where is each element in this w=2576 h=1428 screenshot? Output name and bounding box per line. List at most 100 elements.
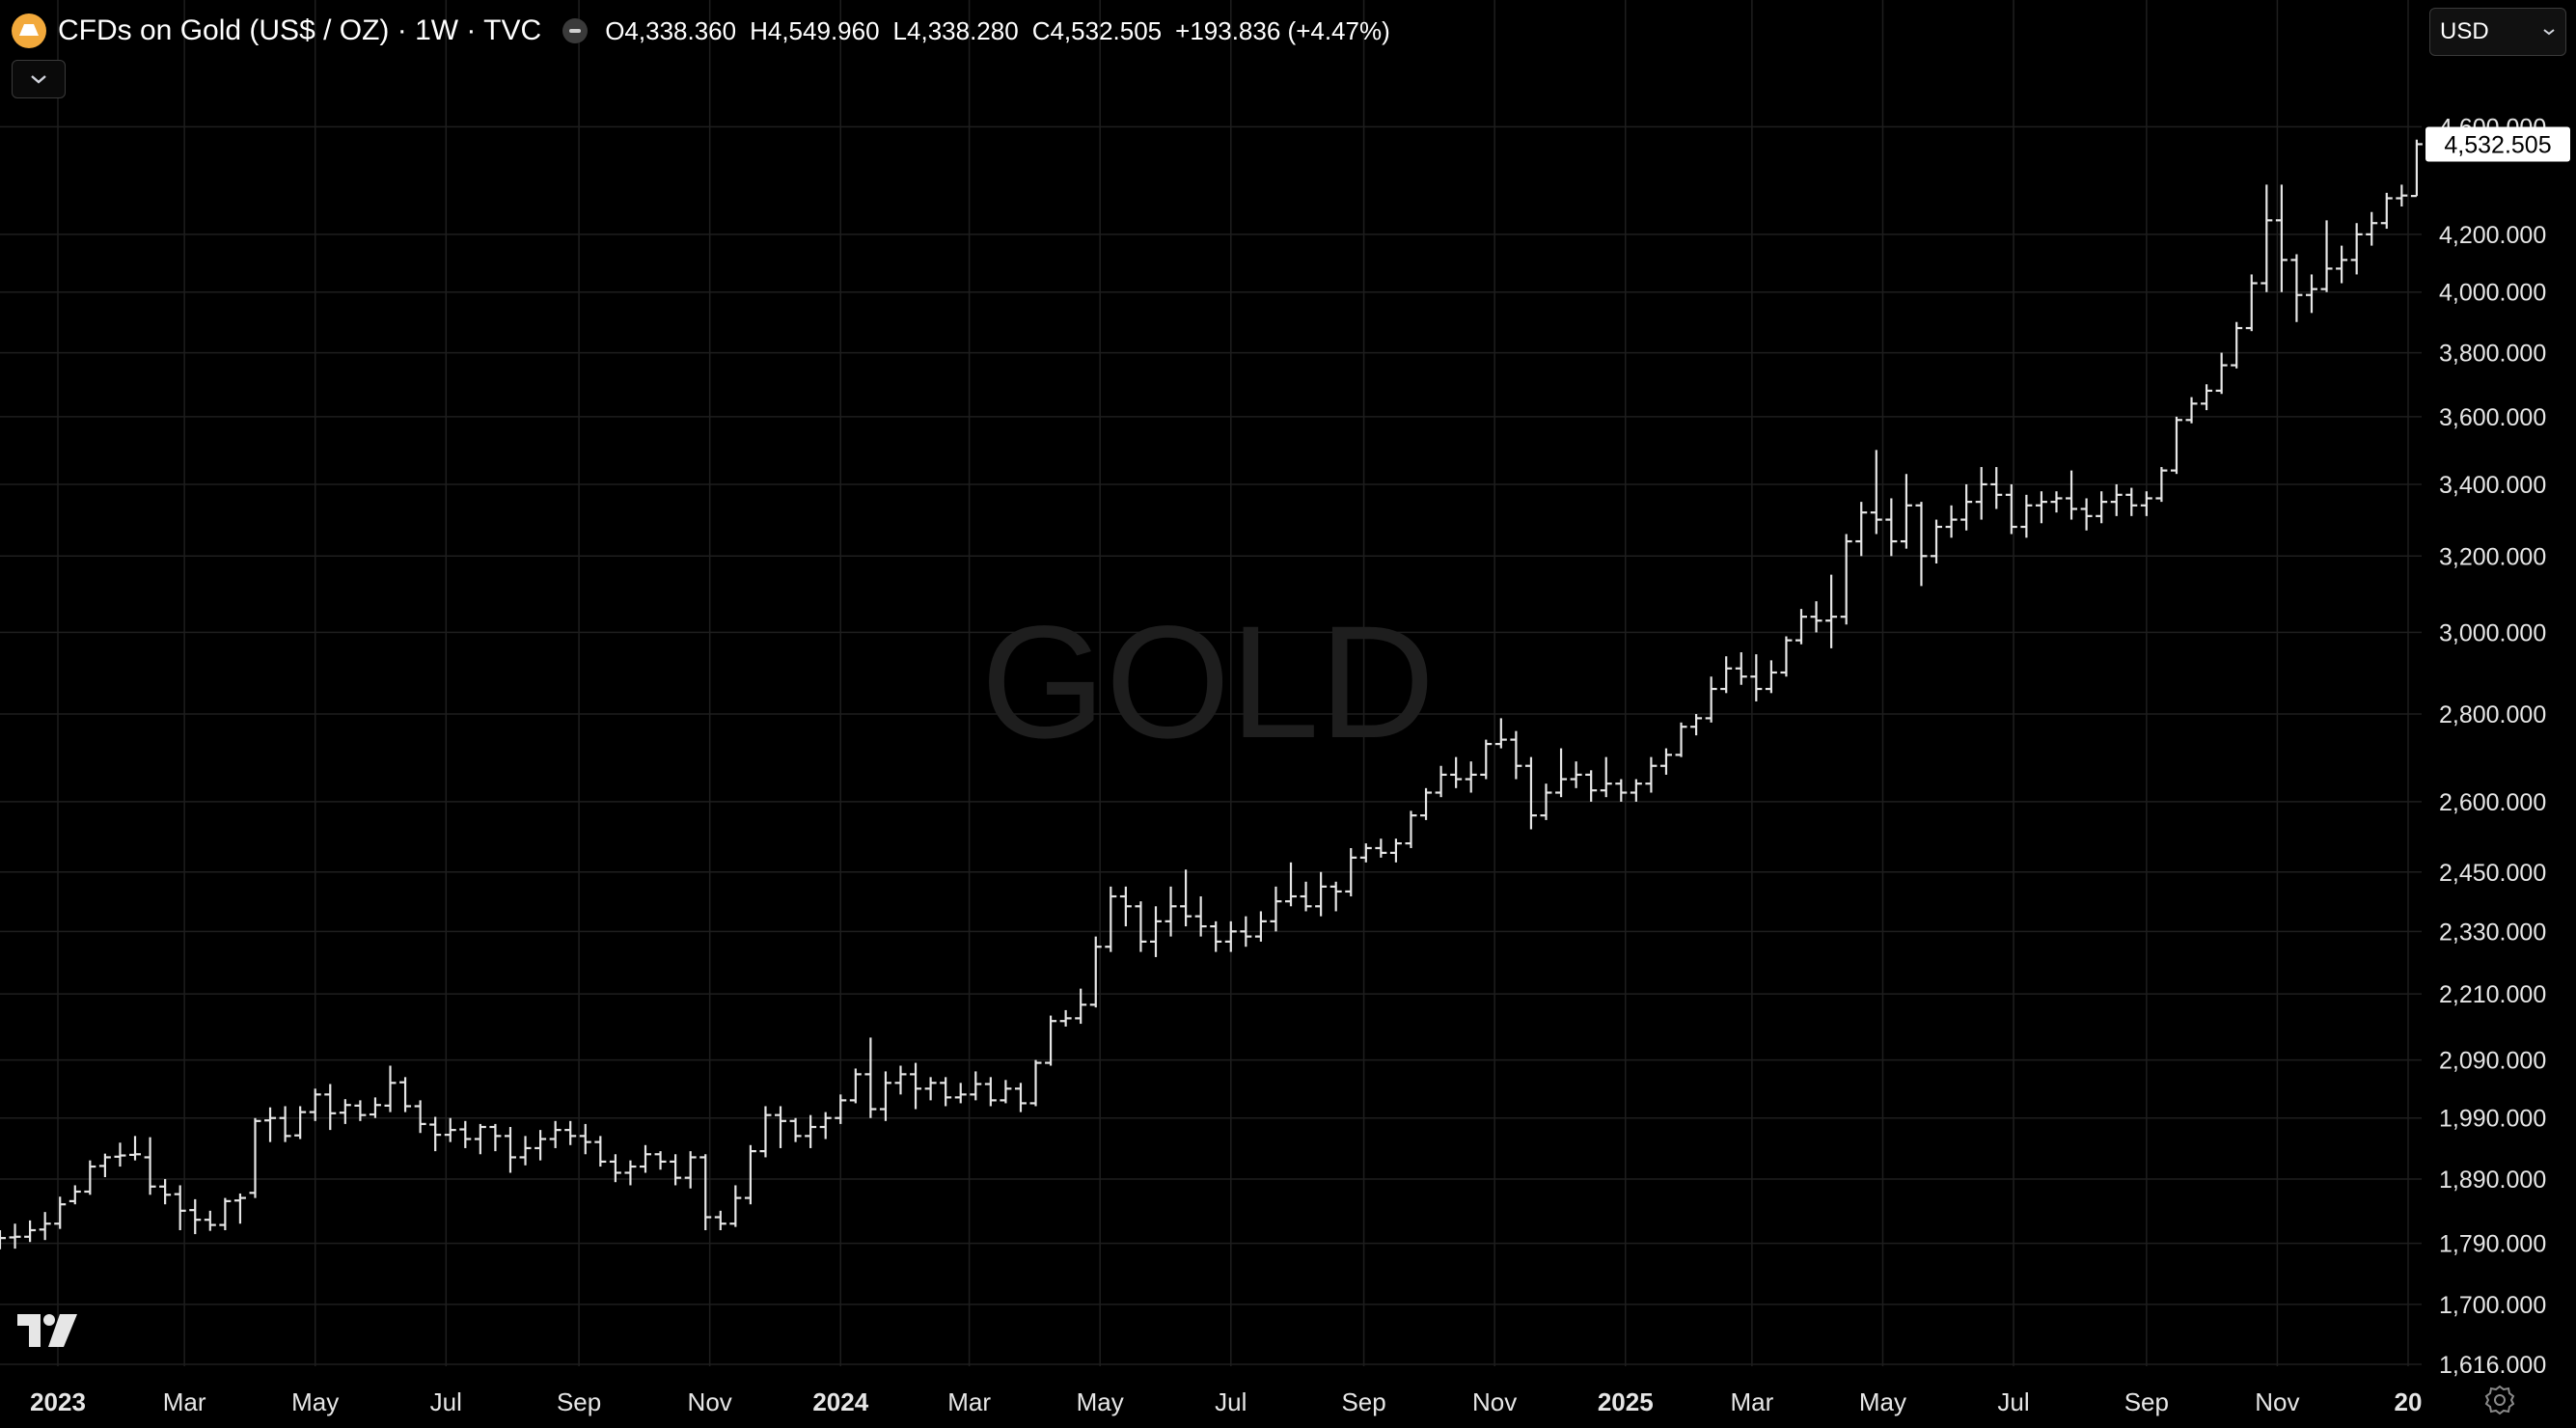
ohlc-bar — [444, 1117, 456, 1142]
ohlc-bar — [399, 1077, 412, 1112]
ohlc-bar — [2305, 274, 2317, 314]
ohlc-bar — [2231, 321, 2243, 369]
ohlc-bar — [1059, 1009, 1072, 1027]
market-status-icon[interactable] — [562, 18, 589, 43]
time-tick-label: Mar — [163, 1387, 206, 1416]
time-tick-label: May — [1077, 1387, 1124, 1416]
ohlc-bar — [339, 1099, 351, 1124]
ohlc-bar — [2215, 352, 2228, 395]
ohlc-bar — [429, 1116, 442, 1152]
ohlc-bar — [1780, 636, 1793, 677]
ohlc-bar — [2096, 491, 2108, 524]
price-tick-label: 2,330.000 — [2439, 919, 2546, 946]
ohlc-bar — [819, 1112, 832, 1140]
price-tick-label: 1,700.000 — [2439, 1292, 2546, 1319]
settings-icon[interactable] — [2483, 1384, 2516, 1416]
ohlc-bar — [849, 1068, 862, 1104]
ohlc-bars — [0, 139, 2423, 1250]
ohlc-bar — [2170, 416, 2182, 475]
ohlc-bar — [984, 1077, 997, 1107]
ohlc-bar — [2275, 184, 2288, 292]
ohlc-bar — [1990, 467, 2003, 509]
ohlc-bar — [249, 1117, 261, 1198]
ohlc-bar — [1855, 502, 1868, 557]
ohlc-bar — [0, 1229, 6, 1250]
ohlc-bar — [1494, 718, 1507, 749]
time-tick-label: Sep — [1341, 1387, 1385, 1416]
ohlc-bar — [1705, 676, 1717, 723]
ohlc-bar — [789, 1117, 802, 1142]
price-axis[interactable]: 1,616.000 1,700.000 1,790.000 1,890.000 1,99… — [2439, 114, 2546, 1379]
ohlc-bar — [1870, 450, 1882, 535]
ohlc-bar — [1750, 654, 1763, 701]
symbol-legend[interactable]: CFDs on Gold (US$ / OZ) · 1W · TVC O4,33… — [12, 10, 1390, 52]
ohlc-bar — [2336, 245, 2348, 284]
ohlc-bar — [459, 1120, 472, 1148]
ohlc-bar — [1810, 601, 1822, 633]
ohlc-bar — [775, 1106, 787, 1148]
ohlc-bar — [2066, 470, 2078, 520]
ohlc-bar — [1435, 765, 1447, 798]
time-tick-label: Mar — [1730, 1387, 1773, 1416]
ohlc-bar — [2380, 192, 2393, 230]
ohlc-bar — [354, 1100, 367, 1121]
ohlc-change: +193.836 (+4.47%) — [1175, 15, 1390, 45]
ohlc-bar — [2005, 483, 2017, 535]
time-axis[interactable]: 2023 Mar May Jul Sep Nov 2024 Mar May Jul Sep Nov 20… — [30, 1387, 2422, 1416]
ohlc-bar — [159, 1178, 172, 1205]
time-tick-label: 2025 — [1598, 1387, 1654, 1416]
ohlc-bar — [924, 1077, 937, 1101]
ohlc-bar — [1931, 519, 1943, 563]
ohlc-bar — [1240, 916, 1252, 947]
ohlc-bar — [219, 1197, 232, 1230]
ohlc-bar — [54, 1196, 67, 1229]
ohlc-bar — [1420, 787, 1433, 820]
ohlc-bar — [129, 1136, 142, 1161]
ohlc-bar — [2366, 211, 2378, 246]
tradingview-logo-icon[interactable] — [17, 1314, 79, 1347]
ohlc-bar — [2110, 483, 2123, 516]
time-tick-label: Sep — [557, 1387, 601, 1416]
ohlc-bar — [729, 1185, 742, 1227]
ohlc-bar — [579, 1123, 591, 1155]
price-tick-label: 3,600.000 — [2439, 404, 2546, 431]
price-tick-label: 2,210.000 — [2439, 981, 2546, 1008]
price-tick-label: 2,600.000 — [2439, 789, 2546, 816]
ohlc-bar — [519, 1136, 532, 1166]
chevron-down-icon — [2543, 29, 2555, 36]
time-tick-label: Nov — [2255, 1387, 2299, 1416]
ohlc-bar — [699, 1154, 712, 1230]
ohlc-bar — [1375, 838, 1387, 858]
symbol-title[interactable]: CFDs on Gold (US$ / OZ) · 1W · TVC — [58, 14, 542, 46]
ohlc-bar — [2050, 491, 2063, 513]
ohlc-bar — [324, 1084, 337, 1131]
currency-select[interactable]: USD — [2429, 8, 2566, 56]
ohlc-bar — [1180, 869, 1192, 927]
ohlc-bar — [264, 1107, 277, 1142]
ohlc-bar — [879, 1071, 891, 1121]
price-tick-label: 1,616.000 — [2439, 1352, 2546, 1379]
ohlc-bar — [2396, 184, 2408, 207]
ohlc-bar — [309, 1088, 321, 1121]
ohlc-bar — [474, 1123, 486, 1155]
price-tick-label: 2,800.000 — [2439, 701, 2546, 728]
ohlc-bar — [279, 1106, 291, 1142]
ohlc-bar — [2020, 494, 2033, 538]
legend-collapse-button[interactable] — [12, 60, 66, 98]
ohlc-bar — [1465, 761, 1477, 793]
ohlc-bar — [1825, 574, 1838, 648]
ohlc-bar — [894, 1065, 907, 1095]
ohlc-bar — [2410, 139, 2423, 198]
ohlc-bar — [744, 1144, 756, 1205]
ohlc-bar — [1089, 936, 1102, 1008]
ohlc-bar — [2080, 498, 2093, 531]
ohlc-bar — [39, 1212, 51, 1241]
ohlc-bar — [1765, 660, 1777, 694]
ohlc-values: O4,338.360 H4,549.960 L4,338.280 C4,532.… — [605, 16, 1390, 46]
time-tick-label: Jul — [1215, 1387, 1247, 1416]
time-tick-label: May — [1859, 1387, 1906, 1416]
ohlc-bar — [1359, 843, 1372, 863]
ohlc-bar — [233, 1193, 246, 1224]
ohlc-bar — [1165, 886, 1177, 937]
